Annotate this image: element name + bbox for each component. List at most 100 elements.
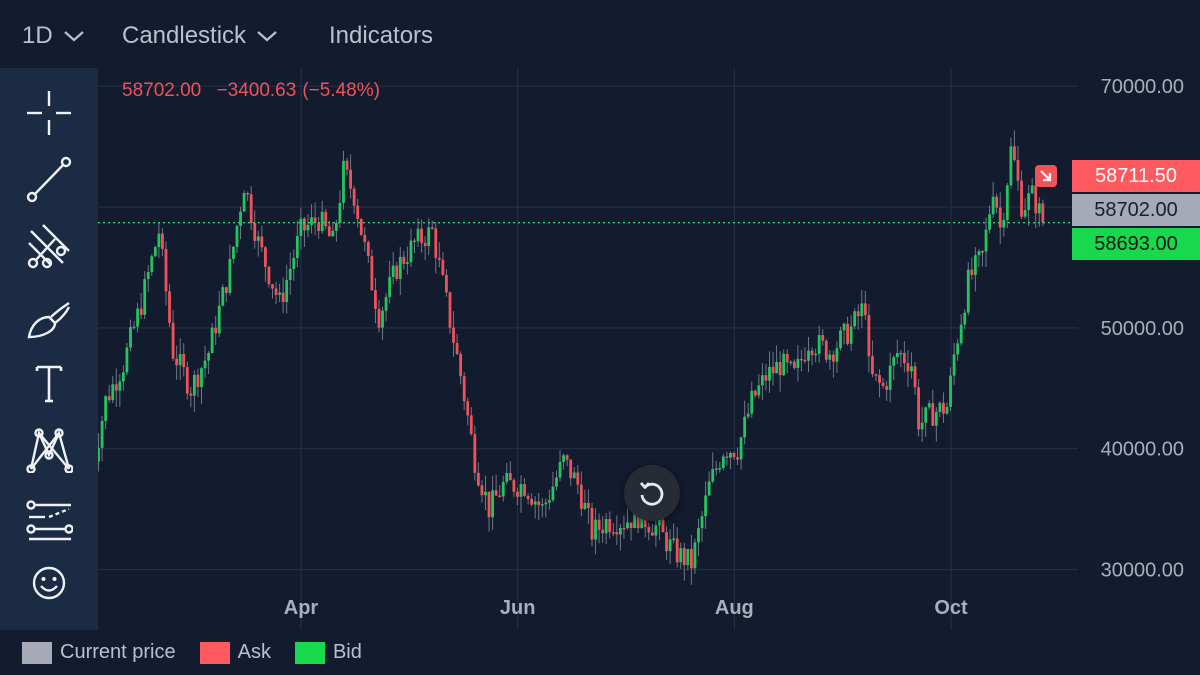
candle-body (682, 548, 686, 566)
indicators-button[interactable]: Indicators (329, 22, 433, 50)
candle-body (146, 272, 150, 280)
candle-body (590, 507, 594, 540)
candle-body (349, 169, 352, 189)
text-icon (35, 365, 63, 403)
candle-body (388, 276, 392, 298)
candle-body (785, 353, 789, 363)
candle-body (175, 358, 179, 366)
candle-body (143, 279, 147, 315)
candle-body (224, 287, 228, 293)
candle-body (200, 368, 203, 388)
emoji-tool[interactable] (20, 554, 78, 612)
candle-body (892, 357, 896, 366)
candle-body (320, 211, 324, 232)
candlestick-chart[interactable]: 70000.00 50000.00 40000.00 30000.00 Apr Jun Au… (90, 68, 1200, 630)
candle-body (789, 361, 793, 364)
candle-body (125, 347, 129, 373)
y-tick-label: 70000.00 (1101, 76, 1184, 98)
candle-body (835, 348, 839, 362)
brush-icon (27, 302, 71, 339)
candle-body (1030, 185, 1034, 194)
candle-body (327, 226, 331, 237)
candle-body (462, 376, 466, 402)
interval-label: 1D (22, 22, 53, 49)
candle-body (260, 236, 264, 248)
candle-body (821, 335, 825, 341)
x-tick-label: Apr (284, 597, 319, 619)
candle-body (239, 211, 242, 226)
candle-body (558, 461, 562, 478)
prediction-tool[interactable] (20, 490, 78, 548)
candle-body (533, 501, 537, 505)
candle-body (871, 356, 874, 375)
candle-body (434, 228, 438, 258)
y-tick-label: 50000.00 (1101, 318, 1184, 340)
candle-body (729, 452, 732, 458)
legend-current-price: Current price (22, 641, 176, 664)
reset-view-button[interactable] (624, 465, 680, 521)
candle-body (459, 354, 463, 377)
candle-body (299, 218, 303, 236)
candle-body (331, 230, 335, 237)
candle-body (587, 502, 590, 508)
candle-body (398, 256, 402, 279)
candle-body (878, 375, 881, 383)
candle-body (448, 292, 452, 328)
candle-body (356, 205, 360, 219)
arrow-down-right-icon (1040, 170, 1052, 182)
brush-tool[interactable] (20, 290, 78, 348)
candle-body (942, 402, 945, 414)
candle-body (988, 214, 991, 230)
candle-body (153, 247, 157, 257)
candle-body (498, 495, 502, 498)
candle-body (129, 327, 132, 348)
candle-body (437, 257, 441, 260)
trend-line-tool[interactable] (20, 150, 78, 208)
candle-body (824, 340, 828, 360)
price-alert-button[interactable] (1035, 165, 1057, 187)
candle-body (295, 235, 299, 258)
candle-body (629, 522, 633, 529)
candle-body (814, 353, 818, 356)
candle-body (885, 386, 889, 390)
pitchfork-icon (27, 224, 70, 269)
candle-body (807, 350, 810, 361)
candle-body (615, 532, 619, 535)
candle-body (686, 548, 690, 566)
candle-body (984, 229, 988, 252)
chart-area[interactable]: 70000.00 50000.00 40000.00 30000.00 Apr Jun Au… (90, 68, 1200, 630)
candle-body (508, 473, 512, 481)
chart-type-dropdown[interactable]: Candlestick (122, 22, 278, 50)
candle-body (562, 455, 565, 462)
text-tool[interactable] (20, 354, 78, 412)
candle-body (718, 467, 722, 470)
candle-body (501, 481, 505, 497)
candle-body (491, 490, 494, 518)
candle-body (956, 343, 960, 355)
readout-price: 58702.00 (122, 80, 202, 101)
candle-body (168, 291, 171, 323)
candle-body (601, 529, 605, 534)
candle-body (796, 358, 800, 368)
candle-body (547, 500, 551, 503)
candle-body (924, 407, 928, 423)
pitchfork-tool[interactable] (20, 216, 78, 274)
candle-body (256, 236, 260, 241)
price-readout: 58702.00 −3400.63 (−5.48%) (122, 80, 390, 102)
candle-body (849, 326, 853, 344)
candle-body (107, 396, 111, 401)
interval-dropdown[interactable]: 1D (22, 22, 85, 50)
candle-body (569, 459, 573, 479)
candle-body (114, 384, 118, 391)
candle-body (217, 305, 221, 334)
candle-body (860, 303, 864, 317)
crosshair-tool[interactable] (20, 84, 78, 142)
candle-body (196, 374, 200, 388)
candle-body (604, 519, 608, 534)
candle-body (654, 525, 658, 536)
candle-body (764, 375, 768, 381)
candle-body (842, 323, 846, 331)
pattern-tool[interactable] (20, 420, 78, 478)
candle-body (831, 354, 835, 362)
candle-body (161, 233, 164, 249)
